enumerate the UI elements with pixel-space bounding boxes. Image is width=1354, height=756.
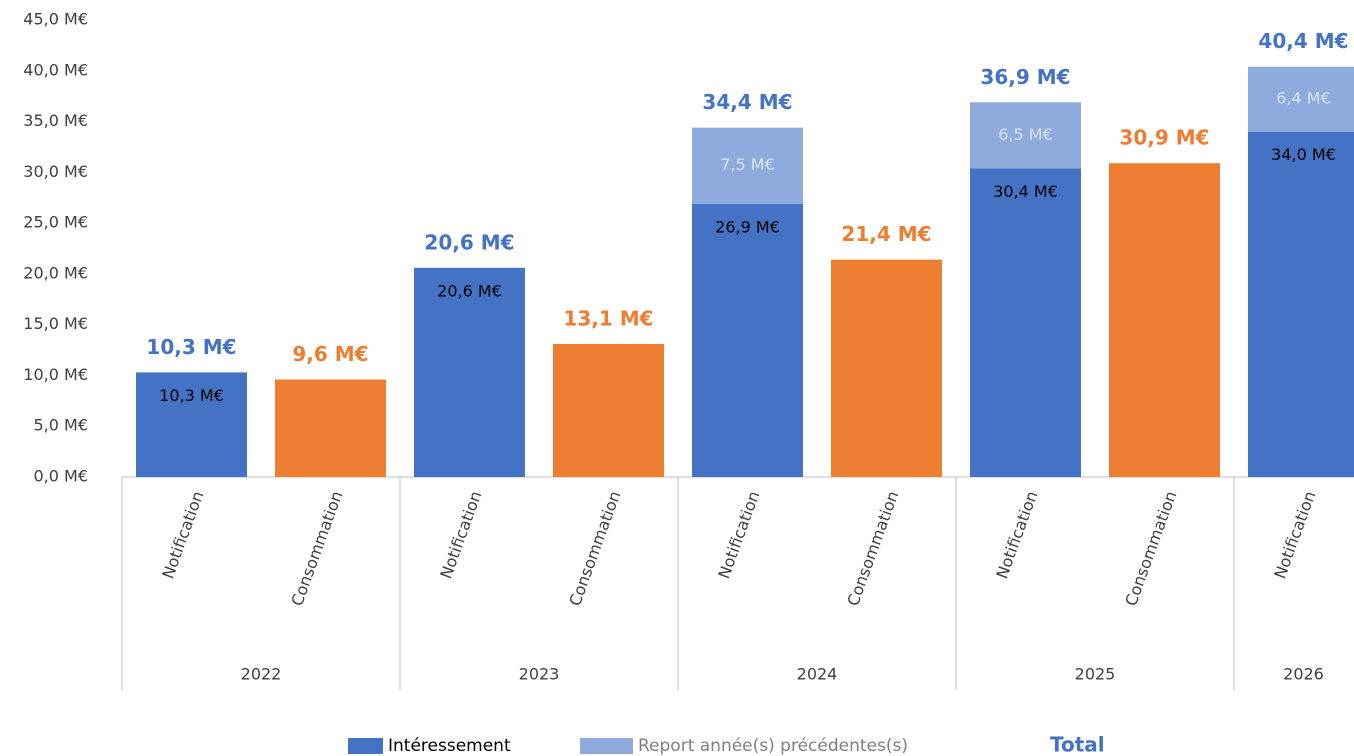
x-tick-label: Consommation [843,488,902,608]
bar-segment [1109,163,1220,477]
legend-swatch [580,738,633,754]
group-label: 2025 [1075,665,1116,684]
bar-segment [1248,66,1354,132]
total-label: 30,9 M€ [1119,126,1209,150]
bar-segment [692,127,803,204]
value-label: 34,0 M€ [1271,145,1336,164]
x-tick-label: Notification [436,488,485,581]
legend-label: Intéressement [388,736,511,756]
total-label: 9,6 M€ [292,342,368,366]
x-tick-label: Notification [158,488,207,581]
total-label: 36,9 M€ [980,65,1070,89]
y-tick-label: 25,0 M€ [23,213,88,232]
y-tick-label: 5,0 M€ [33,416,88,435]
total-label: 20,6 M€ [424,230,514,254]
y-tick-label: 15,0 M€ [23,314,88,333]
bar-segment [970,102,1081,169]
x-tick-label: Consommation [1121,488,1180,608]
total-label: 13,1 M€ [563,306,653,330]
y-tick-label: 35,0 M€ [23,111,88,130]
x-tick-label: Notification [1270,488,1319,581]
value-label: 7,5 M€ [720,155,775,174]
value-label: 30,4 M€ [993,182,1058,201]
value-label: 26,9 M€ [715,217,780,236]
bar-segment [136,372,247,477]
legend-label: Report année(s) précédentes(s) [638,736,908,756]
bar-segment [692,203,803,477]
total-label: 40,4 M€ [1258,29,1348,53]
bar-segment [970,168,1081,477]
bar-segment [553,343,664,477]
x-tick-label: Consommation [287,488,346,608]
group-label: 2024 [797,665,838,684]
total-label: 10,3 M€ [146,335,236,359]
value-label: 10,3 M€ [159,386,224,405]
bar-segment [275,379,386,477]
legend-label: Total [1050,733,1105,756]
y-tick-label: 30,0 M€ [23,162,88,181]
y-tick-label: 20,0 M€ [23,263,88,282]
legend-swatch [348,738,383,754]
value-label: 6,4 M€ [1276,89,1331,108]
y-tick-label: 40,0 M€ [23,60,88,79]
x-tick-label: Consommation [565,488,624,608]
y-tick-label: 10,0 M€ [23,365,88,384]
x-tick-label: Notification [714,488,763,581]
group-label: 2026 [1283,665,1324,684]
value-label: 20,6 M€ [437,281,502,300]
y-tick-label: 0,0 M€ [33,467,88,486]
total-label: 34,4 M€ [702,90,792,114]
bar-segment [414,267,525,477]
bar-segment [831,259,942,477]
group-label: 2023 [519,665,560,684]
group-label: 2022 [241,665,282,684]
bar-segment [1248,131,1354,477]
y-tick-label: 45,0 M€ [23,10,88,29]
value-label: 6,5 M€ [998,125,1053,144]
x-tick-label: Notification [992,488,1041,581]
total-label: 21,4 M€ [841,222,931,246]
